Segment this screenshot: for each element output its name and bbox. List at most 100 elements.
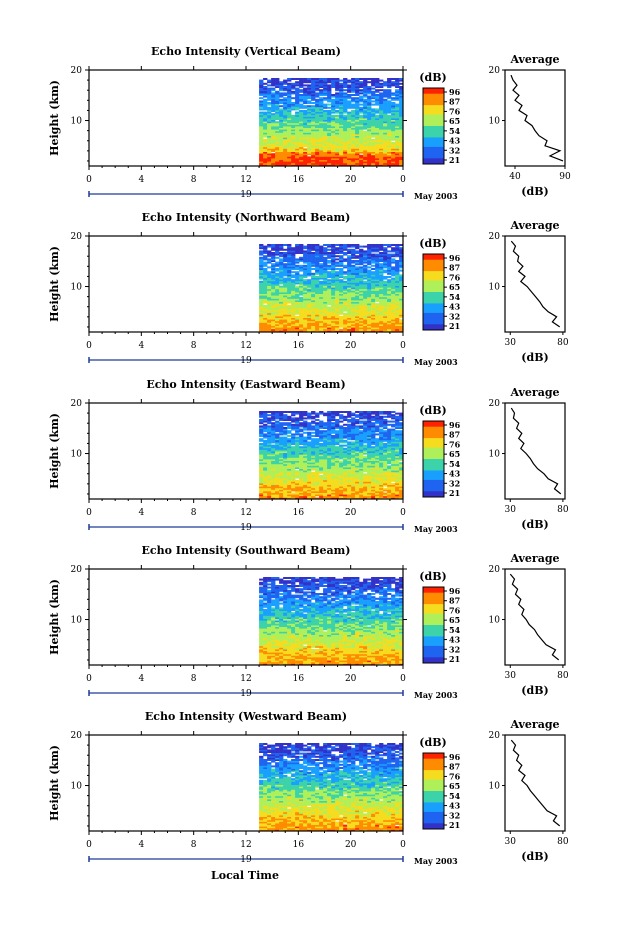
- heatmap-cell: [287, 268, 292, 270]
- heatmap-cell: [375, 156, 380, 159]
- heatmap-cell: [339, 330, 344, 333]
- heatmap-cell: [339, 274, 344, 277]
- heatmap-cell: [263, 325, 268, 328]
- heatmap-cell: [263, 479, 268, 482]
- heatmap-cell: [315, 457, 320, 460]
- colorbar-segment: [423, 148, 444, 152]
- heatmap-cell: [323, 312, 328, 315]
- heatmap-cell: [287, 247, 292, 250]
- heatmap-cell: [267, 471, 272, 474]
- heatmap-cell: [295, 127, 300, 130]
- heatmap-cell: [319, 454, 324, 457]
- heatmap-cell: [275, 330, 280, 333]
- colorbar-segment: [423, 312, 444, 316]
- heatmap-cell: [271, 106, 276, 109]
- heatmap-cell: [383, 130, 388, 133]
- heatmap-cell: [335, 137, 340, 140]
- heatmap-cell: [351, 479, 356, 482]
- heatmap-cell: [311, 105, 316, 108]
- heatmap-cell: [387, 116, 392, 119]
- heatmap-cell: [299, 279, 304, 282]
- heatmap-cell: [275, 153, 280, 156]
- heatmap-cell: [283, 87, 288, 90]
- heatmap-cell: [263, 274, 268, 277]
- heatmap-cell: [291, 462, 296, 465]
- heatmap-cell: [399, 481, 403, 484]
- heatmap-cell: [375, 138, 380, 141]
- heatmap-cell: [391, 161, 396, 164]
- heatmap-cell: [391, 316, 396, 318]
- heatmap-cell: [351, 452, 356, 455]
- heatmap-cell: [363, 308, 368, 310]
- heatmap-cell: [307, 263, 312, 266]
- heatmap-cell: [379, 495, 384, 498]
- heatmap-cell: [367, 129, 372, 132]
- heatmap-cell: [279, 108, 284, 111]
- heatmap-cell: [323, 114, 328, 117]
- heatmap-cell: [275, 116, 280, 119]
- heatmap-cell: [315, 116, 320, 119]
- heatmap-cell: [279, 280, 284, 283]
- heatmap-cell: [331, 258, 336, 261]
- heatmap-cell: [395, 492, 400, 495]
- heatmap-cell: [339, 290, 344, 293]
- heatmap-cell: [275, 256, 280, 259]
- heatmap-cell: [303, 102, 308, 104]
- heatmap-cell: [339, 154, 344, 157]
- heatmap-cell: [323, 86, 328, 88]
- heatmap-cell: [319, 138, 324, 141]
- heatmap-cell: [347, 111, 352, 114]
- heatmap-cell: [307, 260, 312, 262]
- heatmap-cell: [303, 271, 308, 274]
- heatmap-cell: [371, 301, 376, 304]
- heatmap-cell: [291, 154, 296, 157]
- colorbar-tick-label: 43: [449, 302, 461, 312]
- heatmap-cell: [319, 127, 324, 130]
- heatmap-cell: [263, 118, 268, 120]
- heatmap-cell: [395, 114, 400, 117]
- heatmap-cell: [303, 298, 308, 301]
- heatmap-cell: [327, 158, 332, 160]
- heatmap-cell: [263, 314, 268, 317]
- heatmap-cell: [355, 471, 360, 474]
- heatmap-cell: [383, 151, 388, 154]
- heatmap-cell: [371, 78, 376, 80]
- heatmap-cell: [307, 256, 312, 259]
- heatmap-cell: [355, 470, 360, 473]
- heatmap-cell: [283, 324, 288, 326]
- heatmap-cell: [315, 135, 320, 138]
- heatmap-cell: [387, 129, 392, 132]
- heatmap-cell: [367, 492, 372, 495]
- heatmap-cell: [395, 266, 400, 269]
- heatmap-cell: [279, 258, 284, 261]
- heatmap-cell: [271, 264, 276, 267]
- heatmap-cell: [299, 274, 304, 277]
- heatmap-cell: [391, 471, 396, 474]
- heatmap-cell: [283, 483, 288, 485]
- heatmap-cell: [371, 248, 376, 251]
- heatmap-cell: [387, 108, 392, 111]
- heatmap-cell: [299, 276, 304, 278]
- heatmap-cell: [387, 293, 392, 296]
- colorbar-segment: [423, 150, 444, 154]
- heatmap-cell: [375, 317, 380, 320]
- heatmap-cell: [303, 494, 308, 497]
- heatmap-cell: [319, 103, 324, 106]
- heatmap-cell: [283, 97, 288, 100]
- heatmap-cell: [287, 462, 292, 465]
- heatmap-cell: [371, 156, 376, 159]
- heatmap-cell: [295, 118, 300, 120]
- heatmap-cell: [311, 146, 316, 149]
- heatmap-cell: [355, 325, 360, 328]
- heatmap-cell: [323, 247, 328, 250]
- heatmap-cell: [323, 460, 328, 463]
- heatmap-cell: [275, 158, 280, 160]
- heatmap-cell: [355, 255, 360, 258]
- heatmap-cell: [287, 108, 292, 111]
- heatmap-cell: [307, 135, 312, 138]
- heatmap-cell: [347, 156, 352, 159]
- heatmap-cell: [315, 462, 320, 465]
- heatmap-cell: [271, 298, 276, 301]
- heatmap-cell: [311, 256, 316, 259]
